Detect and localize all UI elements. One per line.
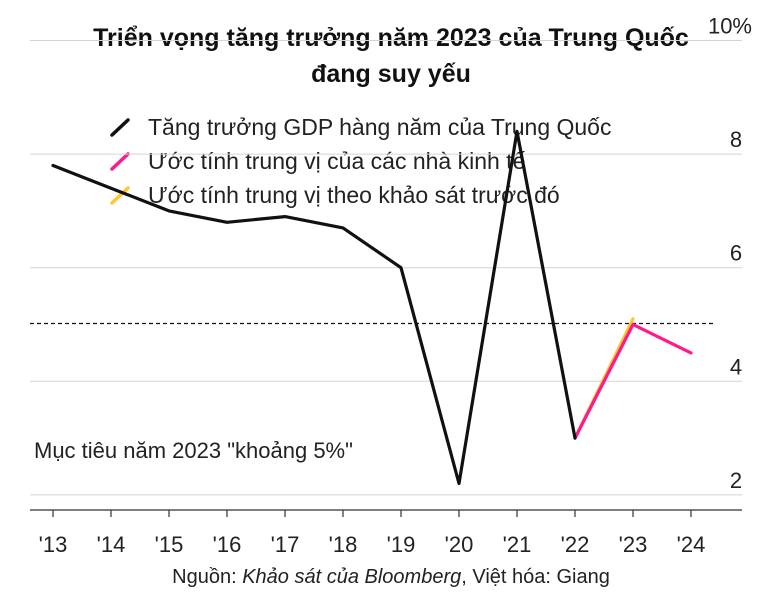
y-tick-label-4: 4 (730, 354, 742, 379)
target-reference-label: Mục tiêu năm 2023 "khoảng 5%" (34, 438, 353, 463)
y-tick-label-6: 6 (730, 241, 742, 266)
x-tick-label-16: '16 (213, 532, 242, 557)
x-tick-label-22: '22 (561, 532, 590, 557)
source-note: Nguồn: Khảo sát của Bloomberg, Việt hóa:… (0, 566, 782, 589)
x-tick-label-13: '13 (39, 532, 68, 557)
y-tick-label-10: 10% (708, 14, 752, 39)
x-tick-label-18: '18 (329, 532, 358, 557)
source-name: Khảo sát của Bloomberg (242, 566, 462, 588)
x-tick-label-17: '17 (271, 532, 300, 557)
x-tick-label-23: '23 (619, 532, 648, 557)
source-prefix: Nguồn: (172, 566, 243, 588)
legend-label-gdp: Tăng trưởng GDP hàng năm của Trung Quốc (148, 113, 612, 140)
legend-label-prior-survey: Ước tính trung vị theo khảo sát trước đó (148, 181, 560, 208)
y-tick-label-2: 2 (730, 468, 742, 493)
legend-item-economists: Ước tính trung vị của các nhà kinh tế (108, 146, 525, 176)
legend-swatch-gdp (110, 118, 130, 137)
x-tick-label-19: '19 (387, 532, 416, 557)
source-suffix: , Việt hóa: Giang (461, 566, 610, 588)
x-tick-label-15: '15 (155, 532, 184, 557)
legend-label-economists: Ước tính trung vị của các nhà kinh tế (148, 147, 526, 174)
series-line-gdp (51, 129, 577, 486)
chart-title-line-1: Triển vọng tăng trưởng năm 2023 của Trun… (93, 24, 689, 52)
x-tick-label-24: '24 (677, 532, 706, 557)
legend-swatch-economists (110, 152, 130, 171)
x-tick-label-20: '20 (445, 532, 474, 557)
legend-item-gdp: Tăng trưởng GDP hàng năm của Trung Quốc (108, 112, 611, 142)
x-tick-label-21: '21 (503, 532, 532, 557)
y-tick-label-8: 8 (730, 127, 742, 152)
x-tick-label-14: '14 (97, 532, 126, 557)
legend-item-prior-survey: Ước tính trung vị theo khảo sát trước đó (108, 180, 560, 210)
chart-title-line-2: đang suy yếu (311, 60, 471, 88)
legend-swatch-prior-survey (110, 186, 130, 205)
